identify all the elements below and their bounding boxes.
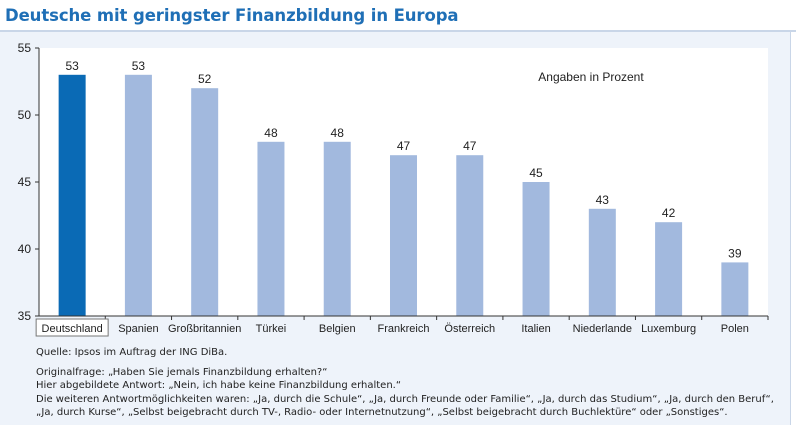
- bar-value-label: 39: [728, 246, 742, 260]
- source-note: Quelle: Ipsos im Auftrag der ING DiBa.: [36, 347, 228, 358]
- bar: [588, 208, 616, 316]
- x-tick-label: Niederlande: [573, 323, 632, 335]
- notes-block: Quelle: Ipsos im Auftrag der ING DiBa. O…: [36, 346, 774, 420]
- x-tick-label: Polen: [721, 323, 749, 335]
- bar-value-label: 53: [65, 59, 79, 73]
- bar: [323, 141, 351, 316]
- x-tick-label: Frankreich: [378, 323, 430, 335]
- bar-value-label: 42: [662, 206, 676, 220]
- bar: [58, 74, 86, 316]
- note-line: Originalfrage: „Haben Sie jemals Finanzb…: [36, 366, 328, 378]
- y-tick-label: 35: [18, 309, 32, 323]
- bar-value-label: 48: [264, 126, 278, 140]
- bar-value-label: 47: [397, 139, 411, 153]
- title-divider: [0, 30, 796, 32]
- x-tick-label: Türkei: [256, 323, 287, 335]
- x-tick-label: Deutschland: [42, 323, 103, 335]
- x-tick-label: Luxemburg: [641, 323, 696, 335]
- y-tick-label: 45: [18, 175, 32, 189]
- bar: [390, 155, 417, 316]
- bar-value-label: 43: [596, 193, 610, 207]
- bar: [456, 155, 484, 316]
- y-tick-label: 50: [18, 108, 32, 122]
- bar: [721, 262, 749, 316]
- bar: [191, 88, 219, 316]
- bars-group: [58, 74, 749, 316]
- y-tick-label: 40: [18, 242, 32, 256]
- x-tick-label: Großbritannien: [168, 323, 241, 335]
- x-tick-label: Belgien: [319, 323, 356, 335]
- x-tick-label: Österreich: [444, 323, 495, 335]
- bar-value-label: 52: [198, 72, 212, 86]
- note-line: „Ja, durch Kurse“, „Selbst beigebracht d…: [36, 407, 728, 418]
- bar-value-label: 45: [529, 166, 543, 180]
- bar: [655, 222, 683, 316]
- note-line: Die weiteren Antwortmöglichkeiten waren:…: [36, 393, 774, 405]
- bar-value-label: 53: [132, 59, 146, 73]
- bar-value-label: 48: [331, 126, 345, 140]
- bar: [522, 182, 550, 316]
- chart-title: Deutsche mit geringster Finanzbildung in…: [5, 6, 459, 25]
- bar: [124, 74, 152, 316]
- y-axis-group: 35 40 45 50 55: [18, 41, 40, 323]
- bar: [257, 141, 285, 316]
- value-labels-group: 53 53 52 48 48 47 47 45 43 42 39: [65, 59, 741, 261]
- unit-annotation: Angaben in Prozent: [538, 70, 644, 84]
- y-tick-label: 55: [18, 41, 32, 55]
- highlight-label-box: [35, 318, 109, 337]
- x-tick-label: Spanien: [118, 323, 158, 335]
- x-axis-group: Deutschland Spanien Großbritannien Türkei Be…: [35, 315, 769, 337]
- note-line: Hier abgebildete Antwort: „Nein, ich hab…: [36, 380, 402, 391]
- x-tick-label: Italien: [521, 323, 550, 335]
- bar-value-label: 47: [463, 139, 477, 153]
